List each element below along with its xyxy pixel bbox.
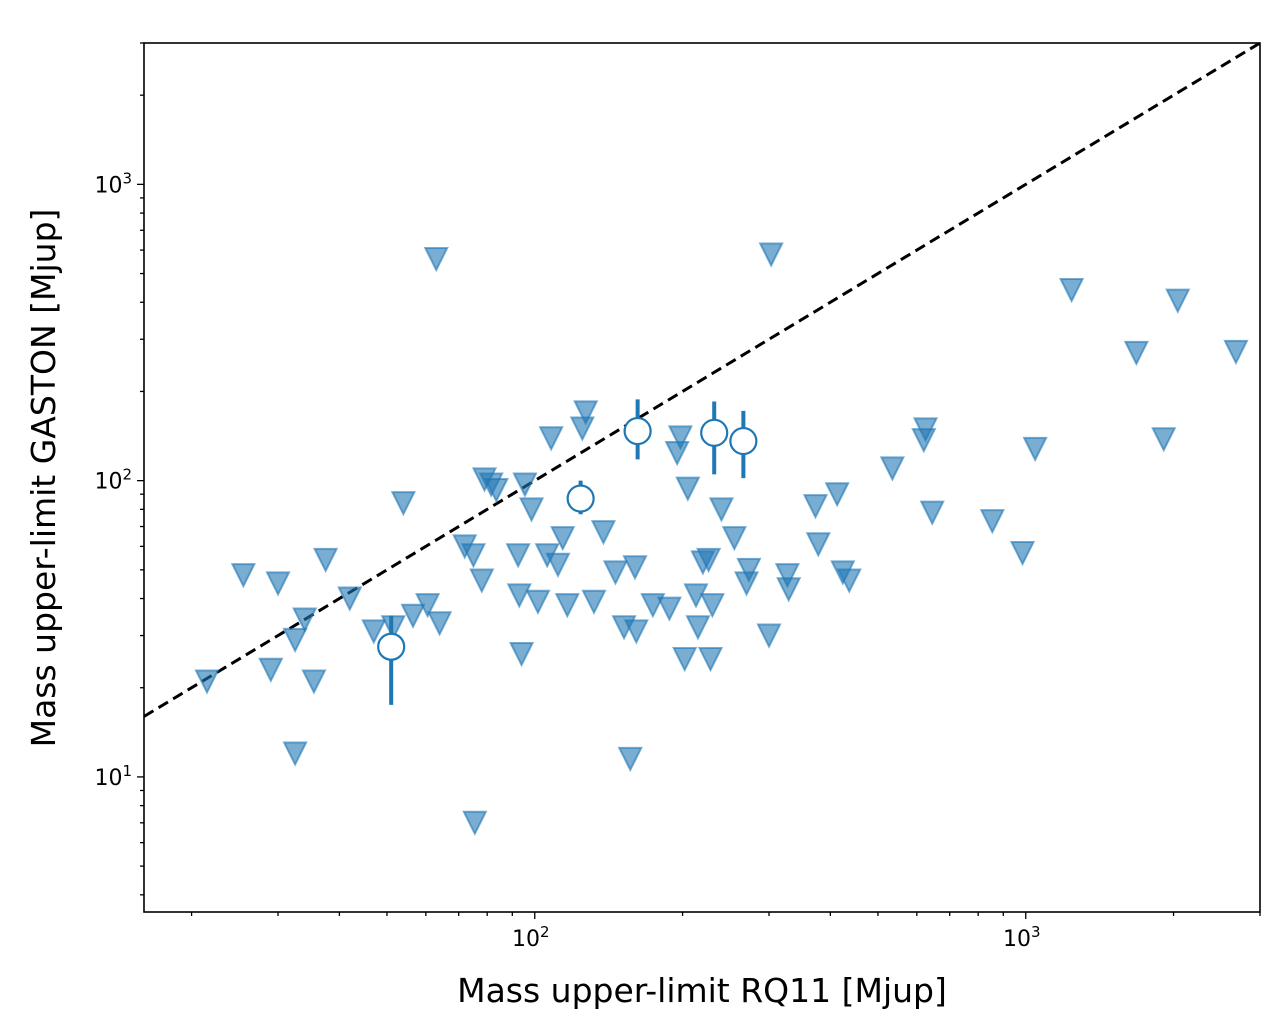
upper-limit-marker <box>622 555 648 581</box>
upper-limit-marker <box>525 589 551 616</box>
x-tick-label: 103 <box>1003 923 1041 952</box>
detection-marker <box>700 418 729 447</box>
upper-limit-marker <box>805 532 831 558</box>
upper-limit-marker <box>1151 427 1177 453</box>
upper-limit-marker <box>617 746 643 773</box>
upper-limit-marker <box>696 547 722 574</box>
upper-limit-marker <box>512 472 538 498</box>
upper-limit-marker <box>258 657 284 683</box>
upper-limit-marker <box>469 568 495 594</box>
upper-limit-marker <box>538 426 564 452</box>
y-tick-label: 102 <box>94 466 132 495</box>
upper-limit-marker <box>756 623 782 649</box>
upper-limit-marker <box>708 497 735 523</box>
upper-limit-marker <box>774 563 801 589</box>
upper-limit-marker <box>313 547 339 574</box>
upper-limit-marker <box>1058 277 1085 304</box>
upper-limit-marker <box>282 627 308 654</box>
upper-limit-marker <box>505 543 531 569</box>
upper-limit-marker <box>230 563 257 589</box>
upper-limit-marker <box>506 583 532 609</box>
upper-limit-marker <box>721 526 747 552</box>
upper-limit-marker <box>554 593 580 619</box>
upper-limit-marker <box>1022 436 1048 463</box>
upper-limit-marker <box>590 520 617 546</box>
upper-limit-marker <box>1009 540 1036 567</box>
upper-limit-marker <box>1223 339 1249 366</box>
y-tick-label: 101 <box>94 762 132 791</box>
upper-limit-marker <box>423 246 449 273</box>
upper-limit-marker <box>979 509 1005 535</box>
upper-limit-marker <box>301 669 327 695</box>
upper-limit-marker <box>426 611 453 637</box>
upper-limit-marker <box>836 568 862 594</box>
upper-limit-marker <box>518 497 545 523</box>
upper-limit-marker <box>550 526 576 552</box>
upper-limit-marker <box>400 603 426 629</box>
upper-limit-marker <box>602 560 629 586</box>
upper-limit-marker <box>758 242 784 268</box>
upper-limit-marker <box>736 557 762 584</box>
upper-limit-marker <box>1123 340 1149 367</box>
upper-limit-marker <box>390 491 416 517</box>
upper-limit-marker <box>508 641 535 668</box>
upper-limit-marker <box>292 607 318 633</box>
upper-limit-marker <box>656 596 682 622</box>
upper-limit-marker <box>194 669 220 695</box>
upper-limit-marker <box>573 400 599 426</box>
upper-limit-marker <box>675 476 701 502</box>
upper-limit-marker <box>667 425 694 451</box>
upper-limit-marker <box>1165 288 1191 314</box>
upper-limit-marker <box>361 619 387 645</box>
upper-limit-marker <box>623 619 649 645</box>
upper-limit-marker <box>919 500 945 526</box>
upper-limit-marker <box>879 456 905 482</box>
detection-marker <box>729 426 758 456</box>
plot-frame <box>143 42 1261 913</box>
upper-limit-marker <box>912 417 939 443</box>
upper-limit-marker <box>337 586 363 612</box>
upper-limit-marker <box>460 543 487 569</box>
detection-marker <box>623 416 652 446</box>
y-axis-label: Mass upper-limit GASTON [Mjup] <box>24 209 63 748</box>
y-tick-label: 103 <box>94 169 132 198</box>
upper-limit-marker <box>282 741 308 767</box>
upper-limit-marker <box>699 593 725 619</box>
upper-limit-marker <box>581 589 607 616</box>
one-to-one-reference-line <box>144 43 1260 718</box>
upper-limit-marker <box>685 615 711 641</box>
detection-marker <box>566 484 595 513</box>
detection-marker <box>377 632 406 661</box>
upper-limit-marker <box>380 615 406 641</box>
upper-limit-marker <box>802 494 829 520</box>
upper-limit-marker <box>824 482 850 508</box>
upper-limit-marker <box>776 577 802 603</box>
upper-limit-marker <box>545 552 571 579</box>
upper-limit-marker <box>672 647 698 673</box>
x-axis-label: Mass upper-limit RQ11 [Mjup] <box>457 971 947 1010</box>
upper-limit-marker <box>265 571 291 597</box>
upper-limit-marker <box>414 593 441 619</box>
upper-limit-marker <box>483 477 509 504</box>
x-tick-label: 102 <box>512 923 550 952</box>
upper-limit-marker <box>462 810 488 837</box>
upper-limit-marker <box>697 647 724 673</box>
